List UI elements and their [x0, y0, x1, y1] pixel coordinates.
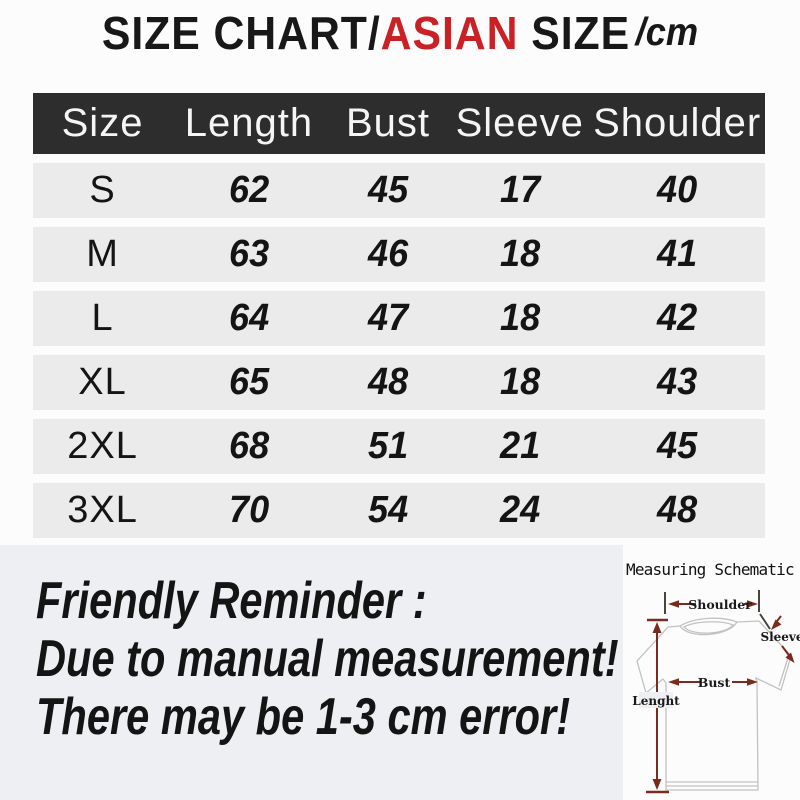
reminder-line-1: Friendly Reminder :: [36, 572, 427, 630]
shoulder-value: 41: [657, 233, 698, 275]
size-label: 3XL: [67, 489, 138, 531]
sleeve-label: Sleeve: [760, 630, 800, 644]
length-label: Lenght: [632, 694, 680, 708]
table-row: L 64 47 18 42: [33, 291, 765, 346]
schematic-title: Measuring Schematic: [626, 560, 795, 579]
table-row: XL 65 48 18 43: [33, 355, 765, 410]
size-label: L: [91, 297, 114, 339]
header-size: Size: [61, 101, 144, 145]
table-row: S 62 45 17 40: [33, 163, 765, 218]
length-value: 63: [228, 233, 270, 275]
length-value: 70: [228, 489, 270, 531]
tshirt-outline: [636, 617, 792, 791]
arrowheads: [652, 600, 795, 790]
measure-ticks: [664, 590, 771, 630]
shoulder-value: 48: [657, 489, 698, 531]
sleeve-value: 18: [499, 361, 540, 403]
bust-value: 51: [367, 425, 409, 467]
title-highlight-asian: ASIAN: [380, 7, 519, 59]
size-label: 2XL: [67, 425, 138, 467]
table-row: M 63 46 18 41: [33, 227, 765, 282]
length-value: 64: [228, 297, 270, 339]
shoulder-value: 45: [657, 425, 698, 467]
reminder-line-3: There may be 1-3 cm error!: [36, 688, 571, 746]
length-value: 65: [228, 361, 270, 403]
size-label: XL: [78, 361, 127, 403]
bust-value: 48: [367, 361, 409, 403]
shoulder-value: 43: [657, 361, 698, 403]
size-label: S: [89, 169, 116, 211]
title-part2: SIZE: [518, 7, 631, 59]
tshirt-measuring-diagram: Shoulder Bust Lenght Sleeve: [632, 590, 800, 794]
length-label-bg: [639, 692, 673, 708]
title-unit-cm: /cm: [635, 11, 699, 54]
reminder-panel: Friendly Reminder : Due to manual measur…: [0, 545, 623, 800]
shoulder-label: Shoulder: [688, 597, 752, 612]
sleeve-value: 17: [499, 169, 540, 211]
length-value: 62: [228, 169, 270, 211]
sleeve-value: 18: [499, 233, 540, 275]
table-row: 3XL 70 54 24 48: [33, 483, 765, 538]
bust-value: 47: [367, 297, 409, 339]
header-length: Length: [184, 101, 314, 145]
header-bust: Bust: [345, 101, 431, 145]
bust-label: Bust: [698, 675, 731, 690]
size-label: M: [86, 233, 119, 275]
header-sleeve: Sleeve: [455, 101, 584, 145]
friendly-reminder-text: Friendly Reminder : Due to manual measur…: [36, 572, 619, 746]
header-shoulder: Shoulder: [593, 101, 762, 145]
sleeve-value: 21: [499, 425, 540, 467]
sleeve-value: 24: [499, 489, 540, 531]
shoulder-value: 40: [657, 169, 698, 211]
sleeve-value: 18: [499, 297, 540, 339]
reminder-line-2: Due to manual measurement!: [36, 630, 619, 688]
shoulder-value: 42: [657, 297, 698, 339]
bust-value: 46: [367, 233, 409, 275]
bust-value: 54: [367, 489, 409, 531]
page-title: SIZE CHART/ASIAN SIZE/cm: [28, 4, 772, 62]
table-row: 2XL 68 51 21 45: [33, 419, 765, 474]
length-value: 68: [228, 425, 270, 467]
table-header-row: Size Length Bust Sleeve Shoulder: [33, 93, 765, 154]
size-chart-table: Size Length Bust Sleeve Shoulder S 62 45…: [33, 93, 765, 538]
title-part1: SIZE CHART/: [101, 7, 381, 59]
bust-value: 45: [367, 169, 409, 211]
